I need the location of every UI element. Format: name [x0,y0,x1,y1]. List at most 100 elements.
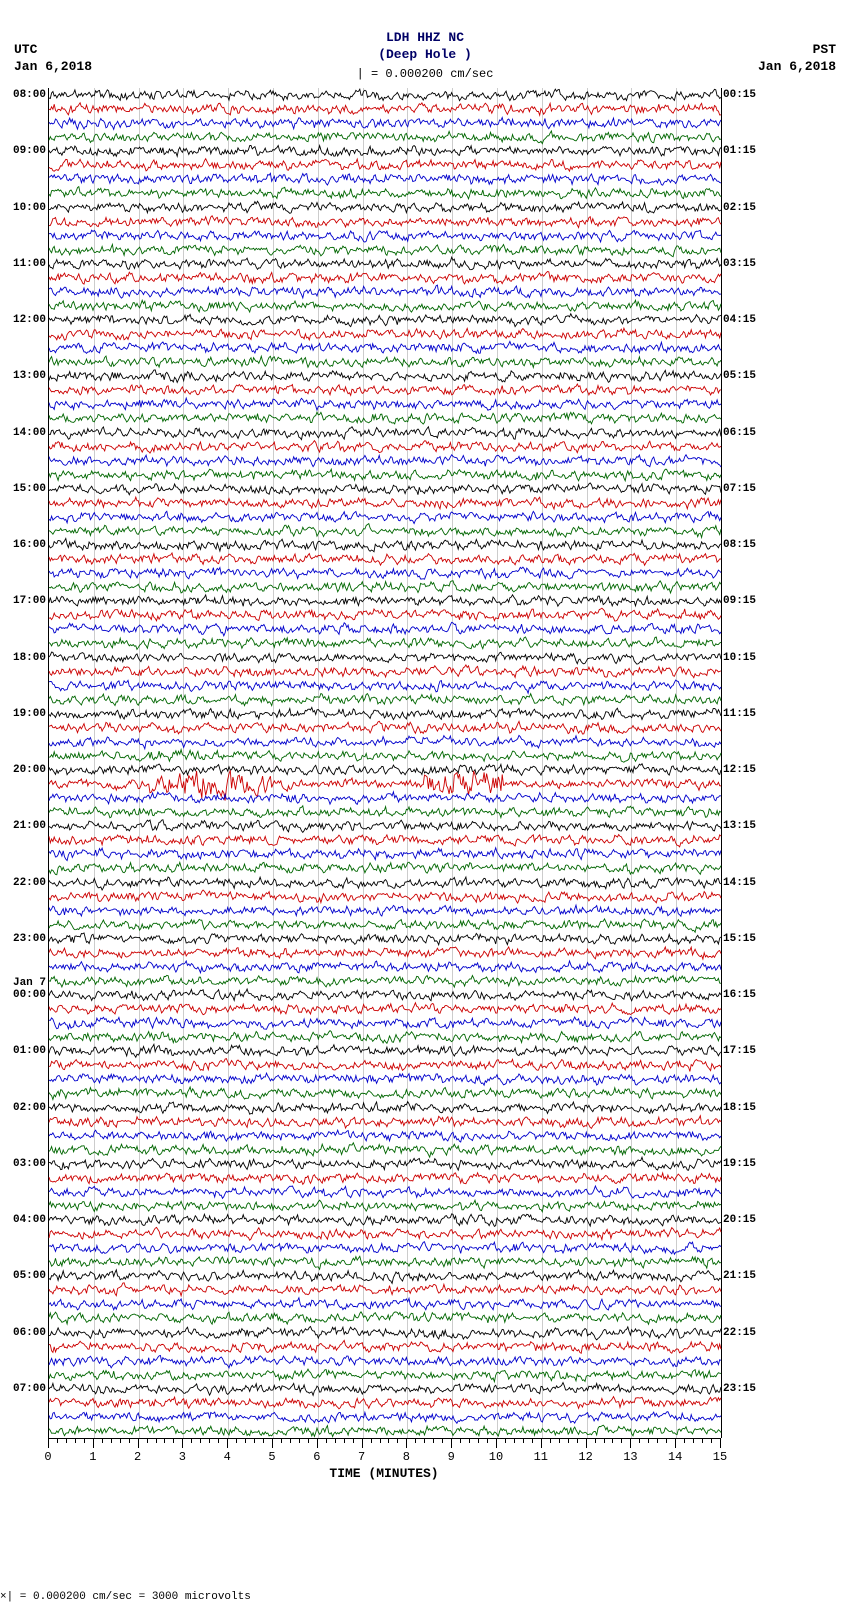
pst-hour-label: 02:15 [723,202,756,214]
footer-scale: ×| = 0.000200 cm/sec = 3000 microvolts [0,1591,251,1603]
x-tick-minor [254,1438,255,1443]
pst-hour-label: 01:15 [723,145,756,157]
x-tick-minor [353,1438,354,1443]
utc-hour-label: 05:00 [13,1270,46,1282]
x-tick-minor [415,1438,416,1443]
pst-hour-label: 23:15 [723,1383,756,1395]
x-tick-minor [200,1438,201,1443]
x-tick-label: 0 [44,1450,51,1464]
x-tick-minor [532,1438,533,1443]
x-tick-label: 13 [623,1450,637,1464]
scale-note: | = 0.000200 cm/sec [0,67,850,81]
x-tick-label: 1 [89,1450,96,1464]
pst-hour-label: 06:15 [723,427,756,439]
utc-hour-label: 14:00 [13,427,46,439]
x-tick-major [362,1438,363,1448]
utc-hour-label: 08:00 [13,89,46,101]
x-tick-major [675,1438,676,1448]
utc-day-break-label: Jan 7 [13,977,46,989]
x-tick-minor [371,1438,372,1443]
pst-hour-label: 22:15 [723,1327,756,1339]
x-axis-title: TIME (MINUTES) [48,1466,720,1481]
x-tick-minor [245,1438,246,1443]
x-tick-major [138,1438,139,1448]
pst-hour-label: 15:15 [723,933,756,945]
utc-hour-label: 21:00 [13,820,46,832]
pst-hour-label: 10:15 [723,652,756,664]
x-tick-label: 9 [448,1450,455,1464]
x-tick-minor [460,1438,461,1443]
x-tick-minor [308,1438,309,1443]
x-tick-major [496,1438,497,1448]
pst-hour-label: 18:15 [723,1102,756,1114]
x-tick-minor [236,1438,237,1443]
x-tick-minor [191,1438,192,1443]
utc-hour-label: 09:00 [13,145,46,157]
right-tz: PST [813,42,836,57]
x-tick-minor [505,1438,506,1443]
x-tick-minor [218,1438,219,1443]
x-tick-label: 6 [313,1450,320,1464]
utc-hour-label: 04:00 [13,1214,46,1226]
pst-hour-label: 21:15 [723,1270,756,1282]
x-tick-minor [424,1438,425,1443]
utc-hour-label: 19:00 [13,708,46,720]
x-tick-major [272,1438,273,1448]
x-tick-major [406,1438,407,1448]
x-tick-minor [577,1438,578,1443]
x-tick-major [48,1438,49,1448]
utc-hour-label: 20:00 [13,764,46,776]
x-tick-minor [657,1438,658,1443]
x-tick-minor [514,1438,515,1443]
x-tick-major [586,1438,587,1448]
x-tick-major [93,1438,94,1448]
x-tick-label: 4 [224,1450,231,1464]
x-tick-minor [299,1438,300,1443]
utc-hour-label: 03:00 [13,1158,46,1170]
x-tick-major [451,1438,452,1448]
x-tick-minor [335,1438,336,1443]
x-tick-major [541,1438,542,1448]
x-tick-label: 2 [134,1450,141,1464]
utc-hour-label: 10:00 [13,202,46,214]
utc-hour-label: 02:00 [13,1102,46,1114]
x-tick-minor [442,1438,443,1443]
x-tick-minor [397,1438,398,1443]
x-tick-label: 5 [268,1450,275,1464]
pst-hour-label: 04:15 [723,314,756,326]
x-axis-line [48,1438,720,1439]
pst-hour-label: 07:15 [723,483,756,495]
x-tick-minor [263,1438,264,1443]
seismogram-container: UTC Jan 6,2018 LDH HHZ NC (Deep Hole ) |… [0,0,850,1613]
x-tick-label: 14 [668,1450,682,1464]
x-tick-minor [57,1438,58,1443]
utc-hour-label: 11:00 [13,258,46,270]
x-tick-minor [550,1438,551,1443]
utc-hour-label: 17:00 [13,595,46,607]
x-tick-minor [666,1438,667,1443]
x-tick-major [630,1438,631,1448]
x-tick-major [317,1438,318,1448]
x-tick-minor [693,1438,694,1443]
x-tick-minor [380,1438,381,1443]
utc-hour-label: 13:00 [13,370,46,382]
x-tick-minor [111,1438,112,1443]
x-tick-minor [290,1438,291,1443]
x-tick-minor [326,1438,327,1443]
x-tick-label: 3 [179,1450,186,1464]
x-tick-minor [156,1438,157,1443]
x-tick-minor [84,1438,85,1443]
header-right-tz-date: PST Jan 6,2018 [758,42,836,76]
x-tick-major [720,1438,721,1448]
utc-hour-label: 12:00 [13,314,46,326]
x-tick-minor [75,1438,76,1443]
pst-hour-label: 09:15 [723,595,756,607]
x-tick-label: 8 [403,1450,410,1464]
x-tick-label: 10 [489,1450,503,1464]
pst-hour-label: 11:15 [723,708,756,720]
x-tick-label: 11 [534,1450,548,1464]
utc-hour-label: 07:00 [13,1383,46,1395]
x-tick-minor [595,1438,596,1443]
utc-hour-label: 00:00 [13,989,46,1001]
x-tick-minor [684,1438,685,1443]
